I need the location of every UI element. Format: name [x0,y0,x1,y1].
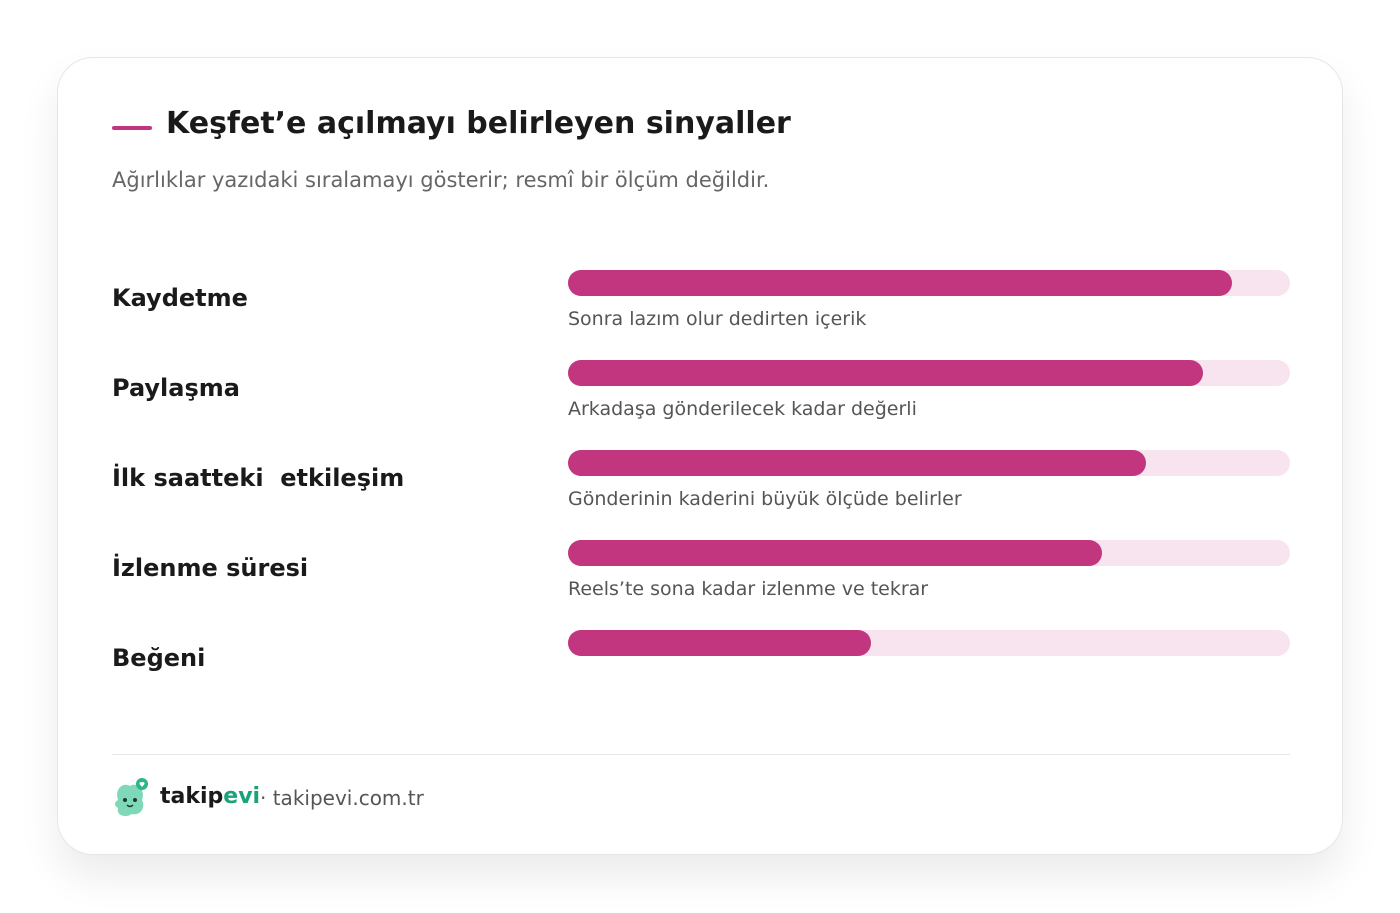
chart-subtitle: Ağırlıklar yazıdaki sıralamayı gösterir;… [112,168,770,192]
bar-annotation: Arkadaşa gönderilecek kadar değerli [568,398,917,420]
card: Keşfet’e açılmayı belirleyen sinyaller A… [57,57,1343,855]
category-label: Paylaşma [112,374,240,402]
divider [112,754,1290,755]
bar-track [568,450,1290,476]
bar-annotation: Reels’te sona kadar izlenme ve tekrar [568,578,929,600]
category-label: Beğeni [112,644,206,672]
bar-annotation: Gönderinin kaderini büyük ölçüde belirle… [568,488,962,510]
title-accent [112,126,152,130]
brand: takipevi [160,784,260,809]
logo-icon [115,778,148,816]
category-label: İlk saatteki etkileşim [112,464,405,492]
brand-prefix: takip [160,784,224,809]
bar [568,450,1146,476]
brand-suffix: evi [223,784,261,809]
category-label: Kaydetme [112,284,248,312]
bar-track [568,540,1290,566]
site: · takipevi.com.tr [260,786,424,810]
bar-track [568,360,1290,386]
category-label: İzlenme süresi [112,554,309,582]
bar-annotation: Sonra lazım olur dedirten içerik [568,308,867,330]
bar [568,270,1233,296]
bar-track [568,630,1290,656]
bar [568,540,1103,566]
bar [568,360,1204,386]
bar-track [568,270,1290,296]
bar [568,630,872,656]
chart-title: Keşfet’e açılmayı belirleyen sinyaller [166,106,791,141]
